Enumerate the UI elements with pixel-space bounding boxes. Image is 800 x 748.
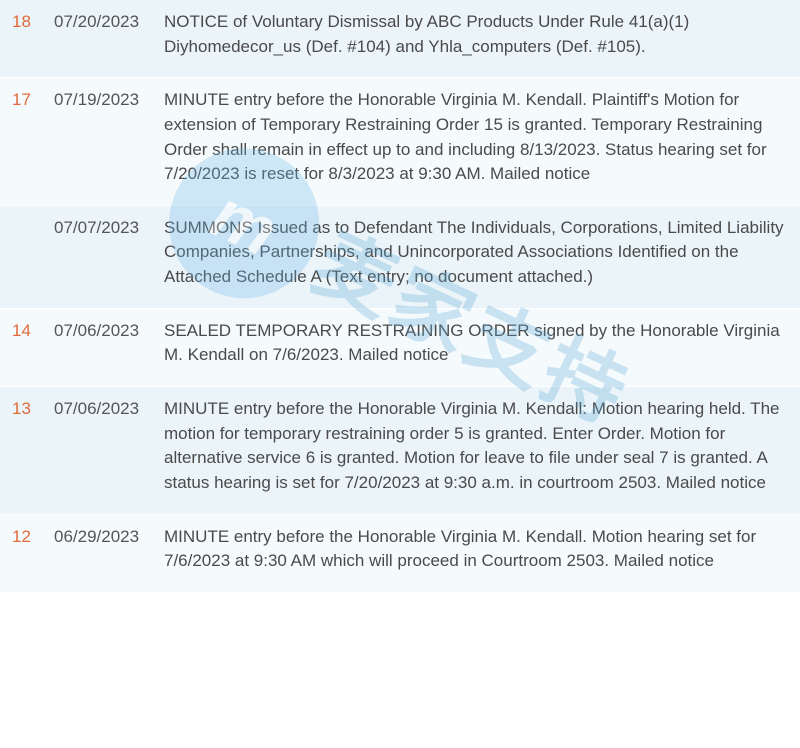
entry-number[interactable]: 12	[12, 525, 54, 574]
docket-row: 12 06/29/2023MINUTE entry before the Hono…	[0, 515, 800, 593]
entry-number[interactable]: 17	[12, 88, 54, 187]
docket-row: 14 07/06/2023SEALED TEMPORARY RESTRAINING…	[0, 309, 800, 387]
docket-row: 13 07/06/2023MINUTE entry before the Hono…	[0, 387, 800, 515]
docket-row: 07/07/2023SUMMONS Issued as to Defendant…	[0, 206, 800, 309]
entry-date: 07/20/2023	[54, 10, 164, 59]
entry-text: NOTICE of Voluntary Dismissal by ABC Pro…	[164, 10, 788, 59]
entry-text: SUMMONS Issued as to Defendant The Indiv…	[164, 216, 788, 290]
docket-row: 18 07/20/2023NOTICE of Voluntary Dismissa…	[0, 0, 800, 78]
entry-text: MINUTE entry before the Honorable Virgin…	[164, 397, 788, 496]
entry-text: MINUTE entry before the Honorable Virgin…	[164, 88, 788, 187]
entry-number[interactable]: 14	[12, 319, 54, 368]
entry-number[interactable]: 18	[12, 10, 54, 59]
entry-number-link[interactable]: 12	[12, 527, 31, 546]
entry-number[interactable]: 13	[12, 397, 54, 496]
entry-text: MINUTE entry before the Honorable Virgin…	[164, 525, 788, 574]
docket-table: 18 07/20/2023NOTICE of Voluntary Dismissa…	[0, 0, 800, 593]
entry-date: 07/07/2023	[54, 216, 164, 290]
entry-date: 06/29/2023	[54, 525, 164, 574]
entry-number-link[interactable]: 14	[12, 321, 31, 340]
entry-date: 07/06/2023	[54, 319, 164, 368]
entry-date: 07/06/2023	[54, 397, 164, 496]
entry-number-link[interactable]: 18	[12, 12, 31, 31]
entry-number-link[interactable]: 17	[12, 90, 31, 109]
docket-row: 17 07/19/2023MINUTE entry before the Hono…	[0, 78, 800, 206]
entry-date: 07/19/2023	[54, 88, 164, 187]
entry-number-link[interactable]: 13	[12, 399, 31, 418]
entry-number	[12, 216, 54, 290]
entry-text: SEALED TEMPORARY RESTRAINING ORDER signe…	[164, 319, 788, 368]
